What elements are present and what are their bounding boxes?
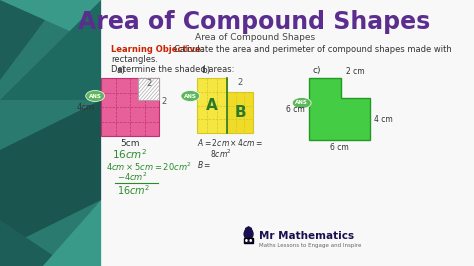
Polygon shape — [0, 0, 101, 100]
Text: c): c) — [313, 66, 321, 75]
Polygon shape — [0, 0, 101, 45]
Text: Determine the shaded areas:: Determine the shaded areas: — [111, 64, 235, 73]
Text: Calculate the area and perimeter of compound shapes made with: Calculate the area and perimeter of comp… — [174, 45, 452, 55]
Text: $\mathit{-4cm^2}$: $\mathit{-4cm^2}$ — [117, 171, 147, 183]
Text: Maths Lessons to Engage and Inspire: Maths Lessons to Engage and Inspire — [259, 243, 361, 247]
Text: Area of Compound Shapes: Area of Compound Shapes — [194, 32, 315, 41]
Text: b): b) — [201, 66, 210, 75]
Text: ANS: ANS — [295, 101, 308, 106]
Polygon shape — [0, 0, 60, 80]
FancyBboxPatch shape — [197, 78, 227, 133]
Text: Mr Mathematics: Mr Mathematics — [259, 231, 354, 241]
Text: $\mathit{16cm^2}$: $\mathit{16cm^2}$ — [112, 147, 147, 161]
FancyBboxPatch shape — [244, 238, 253, 243]
Text: Learning Objective:: Learning Objective: — [111, 45, 205, 55]
FancyBboxPatch shape — [101, 78, 159, 136]
Polygon shape — [0, 220, 69, 266]
Ellipse shape — [86, 90, 105, 102]
Circle shape — [249, 239, 252, 242]
Text: $\mathit{16cm^2}$: $\mathit{16cm^2}$ — [117, 183, 150, 197]
Circle shape — [245, 239, 248, 242]
Text: B: B — [234, 105, 246, 120]
Text: 2 cm: 2 cm — [346, 68, 365, 77]
Text: 2: 2 — [146, 79, 151, 88]
Text: 4 cm: 4 cm — [374, 114, 392, 123]
Ellipse shape — [292, 98, 311, 109]
Polygon shape — [138, 78, 159, 100]
Text: 6 cm: 6 cm — [330, 143, 349, 152]
Text: $\mathit{4cm \times 5cm = 20cm^2}$: $\mathit{4cm \times 5cm = 20cm^2}$ — [106, 161, 192, 173]
Polygon shape — [0, 0, 101, 266]
Polygon shape — [0, 100, 101, 250]
Polygon shape — [309, 78, 370, 140]
Text: Area of Compound Shapes: Area of Compound Shapes — [78, 10, 431, 34]
Text: $A = 2cm \times 4cm=$: $A = 2cm \times 4cm=$ — [197, 138, 264, 148]
Text: a): a) — [117, 66, 126, 75]
FancyBboxPatch shape — [227, 92, 253, 133]
Text: A: A — [206, 98, 218, 113]
Text: 6 cm: 6 cm — [286, 105, 305, 114]
Text: 2: 2 — [161, 97, 166, 106]
Text: ANS: ANS — [89, 94, 101, 98]
Text: $8cm^2$: $8cm^2$ — [210, 148, 232, 160]
Text: rectangles.: rectangles. — [111, 55, 158, 64]
Text: 5cm: 5cm — [120, 139, 140, 148]
Text: ANS: ANS — [184, 94, 197, 98]
Polygon shape — [244, 226, 253, 234]
Polygon shape — [101, 0, 406, 266]
Circle shape — [244, 228, 254, 240]
Ellipse shape — [181, 90, 200, 102]
Polygon shape — [43, 200, 101, 266]
Text: 4cm: 4cm — [77, 102, 95, 111]
Text: 2: 2 — [237, 78, 243, 87]
Text: $B=$: $B=$ — [197, 160, 211, 171]
